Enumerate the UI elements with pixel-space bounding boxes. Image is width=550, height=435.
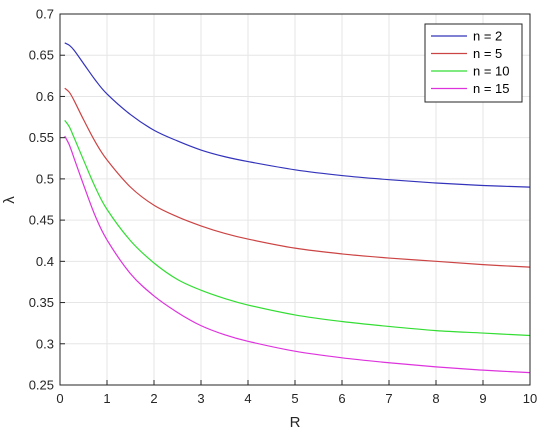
series-lines <box>64 42 531 374</box>
x-axis-ticks: 0 1 2 3 4 5 6 7 8 9 10 <box>56 380 537 406</box>
x-tick-label: 1 <box>103 391 110 406</box>
y-tick-label: 0.55 <box>29 130 54 145</box>
x-tick-label: 2 <box>150 391 157 406</box>
legend-label: n = 5 <box>473 46 502 61</box>
y-tick-label: 0.7 <box>36 7 54 22</box>
series-line-4 <box>64 135 531 374</box>
x-axis-title: R <box>290 414 301 431</box>
y-tick-label: 0.65 <box>29 48 54 63</box>
y-tick-label: 0.6 <box>36 89 54 104</box>
x-tick-label: 9 <box>479 391 486 406</box>
x-tick-label: 5 <box>291 391 298 406</box>
legend-label: n = 10 <box>473 64 510 79</box>
legend-label: n = 2 <box>473 29 502 44</box>
x-tick-label: 7 <box>385 391 392 406</box>
x-tick-label: 3 <box>197 391 204 406</box>
x-tick-label: 6 <box>338 391 345 406</box>
y-tick-label: 0.4 <box>36 254 54 269</box>
series-line-2 <box>64 87 531 268</box>
x-tick-label: 10 <box>523 391 537 406</box>
y-tick-label: 0.5 <box>36 171 54 186</box>
x-tick-label: 0 <box>56 391 63 406</box>
legend: n = 2 n = 5 n = 10 n = 15 <box>424 23 523 103</box>
y-tick-label: 0.25 <box>29 378 54 393</box>
series-line-3 <box>64 119 531 337</box>
y-tick-label: 0.3 <box>36 336 54 351</box>
series-line-1 <box>64 42 531 188</box>
x-tick-label: 8 <box>432 391 439 406</box>
y-tick-label: 0.35 <box>29 295 54 310</box>
legend-label: n = 15 <box>473 81 510 96</box>
y-axis-title: λ <box>1 196 18 204</box>
x-tick-label: 4 <box>244 391 251 406</box>
y-axis-ticks: 0.25 0.3 0.35 0.4 0.45 0.5 0.55 0.6 0.65 0.7 <box>29 7 65 393</box>
y-tick-label: 0.45 <box>29 213 54 228</box>
